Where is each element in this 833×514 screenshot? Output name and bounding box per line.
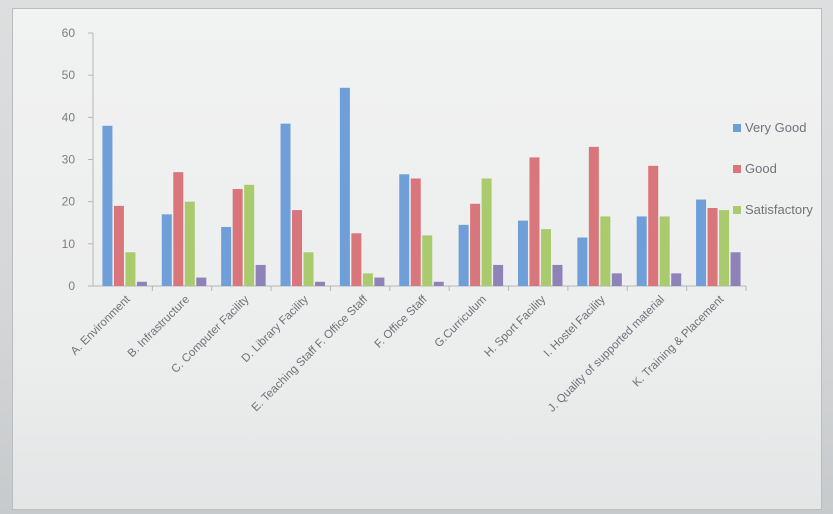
legend-swatch [733, 165, 741, 173]
bar-good [113, 205, 124, 286]
bar-very-good [636, 216, 647, 286]
bar-good [707, 207, 718, 286]
bar-satisfactory [481, 178, 492, 286]
legend-label: Good [745, 161, 777, 176]
chart-frame: 0 10 20 30 40 50 60 A. Environment B. Infrastruc… [12, 8, 822, 510]
bar-satisfactory [362, 273, 373, 286]
bar-good [588, 146, 599, 286]
bar-satisfactory [600, 216, 611, 286]
x-category-label: G.Curriculum [433, 294, 489, 350]
bar-very-good [458, 224, 469, 286]
legend-swatch [733, 206, 741, 214]
x-category-label: J. Quality of supported material [546, 294, 667, 415]
legend-label: Very Good [745, 120, 806, 135]
bar-series-4 [315, 281, 326, 286]
bar-very-good [517, 220, 528, 286]
bar-satisfactory [244, 184, 255, 286]
bar-satisfactory [125, 252, 136, 286]
bar-series-4 [611, 273, 622, 286]
bar-series-4 [196, 277, 207, 286]
bar-good [351, 233, 362, 286]
bar-very-good [221, 226, 232, 286]
y-tick-label: 20 [62, 195, 76, 209]
x-category-label: I. Hostel Facility [542, 293, 608, 359]
x-category-label: E. Teaching Staff F. Office Staff [250, 293, 371, 414]
bar-very-good [102, 125, 113, 287]
bar-very-good [696, 199, 707, 286]
y-tick-label: 0 [68, 279, 75, 293]
y-tick-label: 30 [62, 153, 76, 167]
bar-good [173, 172, 184, 286]
y-tick-label: 50 [62, 68, 76, 82]
x-category-label: F. Office Staff [373, 293, 431, 351]
y-tick-label: 40 [62, 110, 76, 124]
bar-series-4 [433, 281, 444, 286]
bar-series-4 [493, 264, 504, 286]
bar-satisfactory [184, 201, 195, 286]
bar-series-4 [552, 264, 563, 286]
x-category-label: H. Sport Facility [482, 293, 548, 359]
bar-series-4 [374, 277, 385, 286]
bar-very-good [280, 123, 291, 287]
y-tick-label: 10 [62, 237, 76, 251]
bar-satisfactory [659, 216, 670, 286]
bar-satisfactory [540, 229, 551, 286]
bar-series-4 [730, 252, 741, 286]
bar-very-good [577, 237, 588, 286]
bar-good [232, 189, 243, 286]
bar-good [529, 157, 540, 286]
bar-series-4 [136, 281, 147, 286]
bar-good [410, 178, 421, 286]
bar-good [470, 203, 481, 286]
legend-swatch [733, 124, 741, 132]
bar-satisfactory [422, 235, 433, 286]
bar-satisfactory [303, 252, 314, 286]
legend-label: Satisfactory [745, 202, 813, 217]
bar-very-good [339, 87, 350, 286]
x-category-label: B. Infrastructure [126, 294, 192, 360]
bar-good [648, 165, 659, 286]
bar-very-good [399, 174, 410, 286]
bar-very-good [161, 214, 172, 286]
bar-series-4 [671, 273, 682, 286]
bar-satisfactory [719, 210, 730, 286]
y-tick-label: 60 [62, 26, 76, 40]
bar-series-4 [255, 264, 266, 286]
bar-good [292, 210, 303, 286]
x-category-label: A. Environment [69, 293, 134, 358]
